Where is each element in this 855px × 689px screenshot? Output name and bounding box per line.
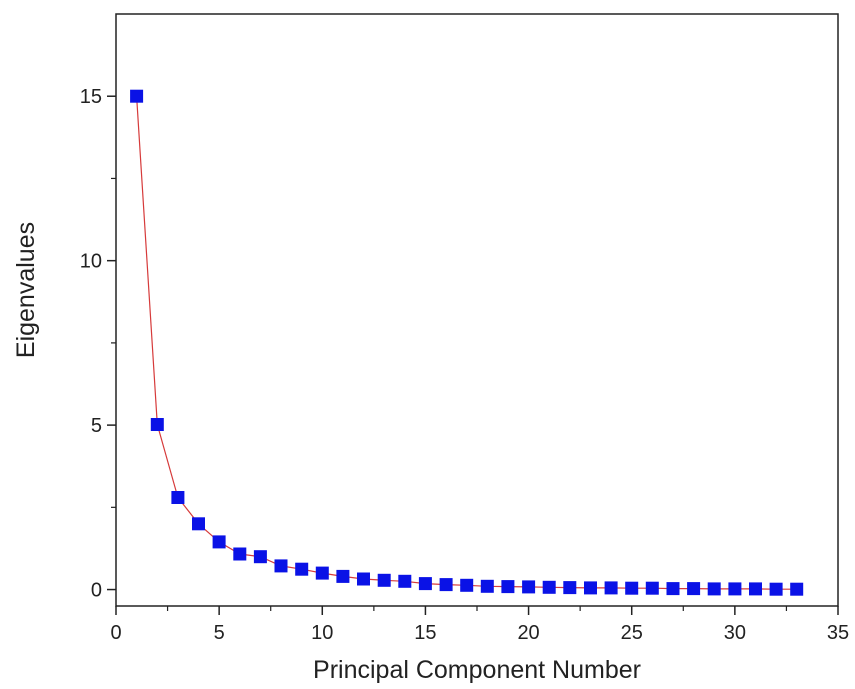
data-point [749, 582, 762, 596]
data-point [439, 578, 453, 592]
data-point [687, 582, 701, 596]
x-tick-label: 25 [621, 622, 643, 644]
x-axis-title: Principal Component Number [313, 656, 641, 684]
y-tick-label: 0 [91, 580, 102, 602]
data-point [233, 547, 247, 561]
data-point [192, 517, 205, 531]
data-point [460, 578, 474, 592]
x-tick-label: 30 [724, 622, 746, 644]
x-tick-label: 20 [517, 622, 539, 644]
x-axis-ticks: 0 5 10 15 20 25 30 35 [110, 606, 849, 644]
y-tick-label: 10 [80, 251, 102, 273]
series-line [136, 96, 797, 590]
y-axis-ticks: 0 5 10 15 [80, 86, 116, 602]
data-point [666, 582, 680, 596]
data-point [522, 580, 536, 594]
data-point [563, 581, 577, 595]
x-tick-label: 15 [414, 622, 436, 644]
data-point [315, 566, 329, 580]
data-point [769, 582, 783, 596]
data-point [501, 580, 515, 594]
data-point [584, 581, 597, 595]
data-point [728, 582, 742, 596]
data-point [377, 573, 391, 587]
x-tick-label: 10 [311, 622, 333, 644]
y-axis-title: Eigenvalues [12, 222, 40, 358]
data-point [645, 581, 659, 595]
data-point [336, 569, 350, 583]
data-point [171, 491, 185, 504]
y-tick-label: 15 [80, 86, 102, 108]
data-point [150, 418, 164, 431]
data-point [604, 581, 618, 595]
data-point [274, 559, 288, 573]
data-point [398, 574, 412, 588]
plot-frame [115, 13, 839, 607]
data-point [707, 582, 721, 596]
x-tick-label: 5 [214, 622, 225, 644]
y-tick-label: 5 [91, 415, 102, 437]
data-point [790, 582, 804, 596]
data-point [357, 572, 370, 586]
data-point [212, 535, 226, 549]
data-point [480, 579, 494, 593]
x-tick-label: 0 [110, 622, 121, 644]
data-point [253, 550, 267, 564]
data-point [625, 581, 639, 595]
data-point [130, 89, 144, 103]
data-point [542, 580, 556, 594]
data-point [295, 562, 309, 576]
series-layer [130, 89, 804, 596]
data-point [418, 577, 432, 591]
x-tick-label: 35 [827, 622, 849, 644]
